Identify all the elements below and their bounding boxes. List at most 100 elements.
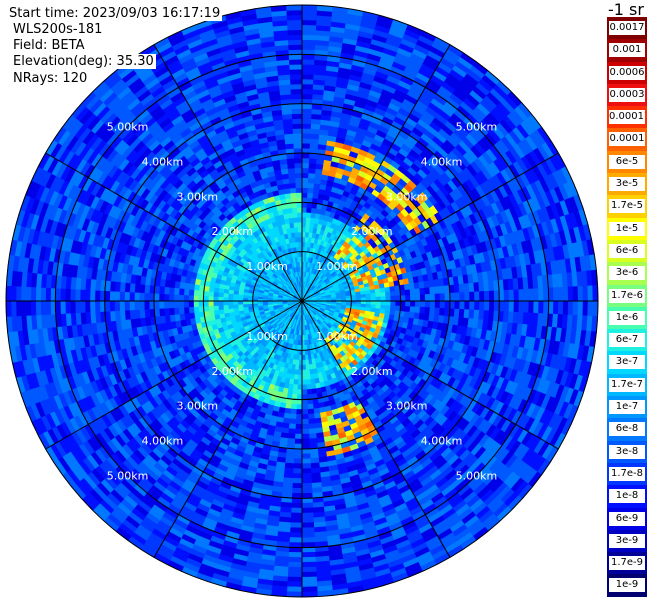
range-gate-cell <box>288 542 303 548</box>
range-gate-cell <box>301 132 312 139</box>
range-gate-cell <box>419 300 426 308</box>
range-gate-cell <box>301 497 313 504</box>
range-gate-cell <box>301 152 311 159</box>
range-gate-cell <box>380 296 387 302</box>
range-gate-cell <box>459 300 466 310</box>
range-gate-cell <box>301 359 306 366</box>
range-gate-cell <box>301 492 313 499</box>
range-gate-cell <box>301 473 312 479</box>
range-gate-cell <box>301 34 317 41</box>
range-gate-cell <box>301 162 310 169</box>
range-gate-cell <box>289 408 297 415</box>
range-gate-cell <box>405 300 411 307</box>
range-gate-cell <box>538 288 545 302</box>
range-gate-cell <box>301 448 311 455</box>
range-gate-cell <box>474 291 480 302</box>
range-gate-cell <box>301 453 311 460</box>
range-gate-cell <box>301 172 310 179</box>
range-gate-cell <box>464 300 471 311</box>
range-gate-cell <box>404 289 411 296</box>
range-gate-cell <box>370 292 377 298</box>
range-gate-cell <box>301 384 307 391</box>
range-gate-cell <box>567 286 574 302</box>
range-gate-cell <box>488 300 495 312</box>
range-gate-cell <box>513 289 520 302</box>
range-gate-cell <box>301 438 310 445</box>
range-gate-cell <box>306 207 313 214</box>
range-gate-cell <box>301 206 308 213</box>
range-gate-cell <box>301 123 312 129</box>
range-gate-cell <box>409 288 416 296</box>
range-gate-cell <box>365 300 372 305</box>
range-gate-cell <box>301 197 308 203</box>
range-gate-cell <box>301 591 318 598</box>
range-gate-cell <box>582 285 589 302</box>
range-gate-cell <box>543 300 549 315</box>
range-gate-cell <box>454 292 461 302</box>
range-gate-cell <box>395 300 401 307</box>
range-gate-cell <box>301 556 316 563</box>
range-gate-cell <box>301 369 307 376</box>
range-gate-cell <box>290 512 303 519</box>
range-gate-cell <box>375 292 382 298</box>
range-gate-cell <box>562 286 569 302</box>
range-gate-cell <box>301 537 315 544</box>
range-gate-cell <box>301 14 318 21</box>
range-gate-cell <box>290 507 303 514</box>
range-gate-cell <box>289 537 303 544</box>
range-gate-cell <box>294 433 303 440</box>
range-gate-cell <box>301 103 313 110</box>
range-gate-cell <box>301 394 308 400</box>
range-gate-cell <box>415 294 421 302</box>
range-gate-cell <box>370 296 377 302</box>
range-gate-cell <box>289 413 297 420</box>
range-gate-cell <box>288 556 303 563</box>
range-gate-cell <box>301 108 313 115</box>
range-gate-cell <box>479 291 485 302</box>
range-gate-cell <box>518 289 525 302</box>
range-gate-cell <box>295 418 303 425</box>
range-gate-cell <box>305 364 310 371</box>
range-gate-cell <box>572 300 579 316</box>
range-gate-cell <box>385 291 392 297</box>
range-gate-cell <box>293 448 303 455</box>
range-gate-cell <box>444 300 451 310</box>
range-gate-cell <box>533 300 540 314</box>
range-gate-cell <box>301 9 318 16</box>
range-gate-cell <box>414 288 421 296</box>
range-gate-cell <box>301 576 318 583</box>
range-gate-cell <box>385 300 392 306</box>
range-gate-cell <box>305 369 311 376</box>
range-gate-cell <box>567 300 574 316</box>
range-gate-cell <box>508 289 515 302</box>
range-gate-cell <box>419 287 426 296</box>
range-gate-cell <box>295 409 303 415</box>
range-gate-cell <box>301 58 315 65</box>
range-gate-cell <box>301 507 314 514</box>
range-gate-cell <box>301 468 312 474</box>
range-gate-cell <box>296 394 303 400</box>
range-gate-cell <box>389 290 396 297</box>
range-gate-cell <box>291 492 303 499</box>
range-gate-cell <box>469 291 475 302</box>
range-gate-cell <box>429 307 436 316</box>
range-gate-cell <box>291 482 303 489</box>
range-gate-cell <box>301 93 314 100</box>
range-gate-cell <box>498 300 505 312</box>
range-gate-cell <box>543 287 549 302</box>
range-gate-cell <box>301 532 315 539</box>
range-gate-cell <box>307 177 316 184</box>
range-gate-cell <box>301 63 315 70</box>
range-gate-cell <box>286 591 303 598</box>
range-gate-cell <box>375 300 382 306</box>
range-gate-cell <box>294 428 303 435</box>
range-gate-cell <box>293 458 303 465</box>
range-gate-cell <box>287 571 303 578</box>
range-gate-cell <box>414 306 421 314</box>
range-gate-cell <box>498 290 505 302</box>
range-gate-cell <box>552 300 559 315</box>
range-gate-cell <box>287 428 296 435</box>
range-gate-cell <box>291 487 303 494</box>
range-gate-cell <box>390 295 397 302</box>
